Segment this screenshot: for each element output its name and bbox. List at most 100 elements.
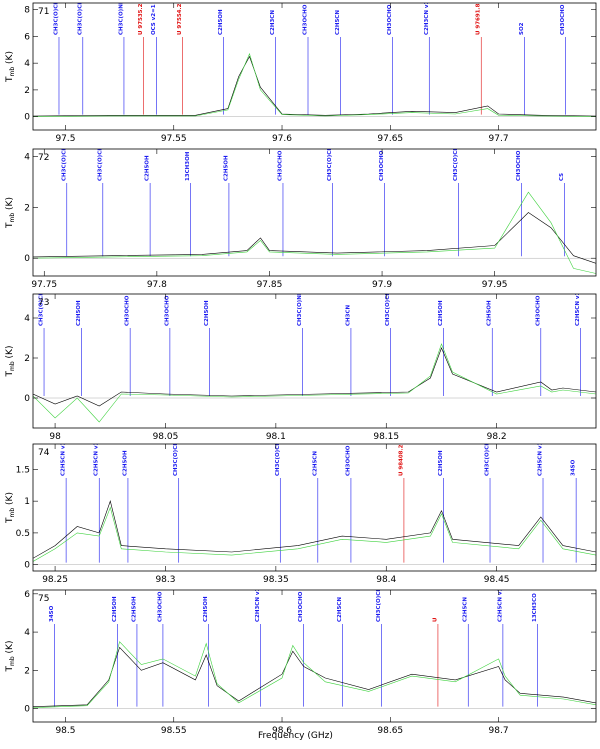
y-tick-label: 2	[24, 666, 30, 676]
line-markers: CH3C(O)CH3 C2H5OH CH3OCHO CH3OCHO C2H5OH CH3C…	[39, 287, 581, 396]
line-marker-label: CH3OCHO	[164, 295, 170, 326]
x-tick-label: 97.6	[272, 134, 292, 144]
y-tick-label: 0	[24, 561, 30, 571]
line-marker-label: C2H5CN	[337, 597, 343, 622]
x-tick-label: 98.3	[155, 575, 175, 585]
panel-74: C2H5CN v13=1 C2H5CN v13=1 C2H5OH CH3C(O)CH3…	[5, 429, 597, 585]
panel-71: CH3C(O)CH3 CH3C(O)CH3 CH3C(O)NH2 U 97535.27…	[5, 0, 597, 144]
x-tick-label: 98.7	[489, 726, 509, 736]
line-marker-label: CH3C(O)CH3	[485, 437, 491, 476]
line-marker-label: U 97554.28	[177, 0, 183, 35]
y-axis-label: Tmb (K)	[5, 492, 16, 524]
y-tick-label: 2	[24, 86, 30, 96]
line-marker-label: C2H5CN v13=1	[497, 575, 503, 622]
x-tick-label: 98	[49, 432, 61, 442]
model-spectrum	[33, 52, 596, 117]
line-marker-label: C2H5CN v13=1	[538, 429, 544, 476]
line-marker-label: U 98408.27	[398, 441, 404, 476]
x-tick-label: 98.25	[42, 575, 68, 585]
x-tick-label: 97.5	[55, 134, 75, 144]
line-marker-label: CH3OCHO	[560, 4, 566, 35]
panel-frame	[32, 589, 597, 723]
observed-spectrum	[33, 347, 596, 407]
line-marker-label: C2H5OH	[122, 450, 128, 476]
line-marker-label: C2H5OH	[112, 596, 118, 622]
observed-spectrum	[33, 212, 596, 264]
x-tick-label: 97.65	[377, 134, 403, 144]
panel-frame	[32, 148, 597, 277]
line-markers: CH3C(O)CH3 CH3C(O)CH3 C2H5OH 13CH3OH C2H5OH C…	[61, 142, 565, 257]
line-marker-label: C2H3CN v11=1	[255, 575, 261, 622]
panel-75: 34SO C2H5OH C2H5OH CH3OCHO C2H5OH C2H3CN v11=…	[5, 575, 597, 736]
line-marker-label: CH3C(O)CH3	[77, 0, 83, 35]
y-tick-label: 0	[24, 705, 30, 715]
line-marker-label: 34SO	[49, 605, 55, 622]
line-marker-label: C2H5OH	[223, 155, 229, 181]
x-tick-label: 97.8	[147, 280, 167, 290]
y-tick-label: 4	[24, 153, 30, 163]
y-tick-label: 0.5	[16, 529, 30, 539]
y-tick-label: 8	[24, 6, 30, 16]
line-marker-label: C2H5CN	[312, 451, 318, 476]
line-marker-label: CH3OCHO	[303, 4, 309, 35]
x-tick-label: 98.4	[376, 575, 396, 585]
line-marker-label: CH3C(O)NH2	[297, 287, 303, 326]
line-marker-label: 34SO	[571, 459, 577, 476]
line-marker-label: CH3OCHO	[379, 150, 385, 181]
line-marker-label: CH3C(O)CH3	[61, 142, 67, 181]
line-marker-label: CH3C(O)CH3	[385, 287, 391, 326]
x-tick-label: 97.75	[31, 280, 57, 290]
line-marker-label: CH3C(O)CH3	[39, 287, 45, 326]
x-axis-label: Frequency (GHz)	[258, 731, 333, 741]
y-tick-label: 4	[24, 314, 30, 324]
y-tick-label: 6	[24, 32, 30, 42]
y-tick-label: 0	[24, 394, 30, 404]
line-marker-label: CH3C(O)CH3	[97, 142, 103, 181]
x-tick-label: 98.65	[377, 726, 403, 736]
line-marker-label: CH3C(O)CH3	[453, 142, 459, 181]
line-marker-label: CH3C(O)CH3	[327, 142, 333, 181]
observed-spectrum	[33, 500, 596, 559]
line-marker-label: CH3OCHO	[277, 150, 283, 181]
x-tick-label: 98.35	[263, 575, 289, 585]
line-marker-label: C2H5OH	[131, 596, 137, 622]
line-markers: CH3C(O)CH3 CH3C(O)CH3 CH3C(O)NH2 U 97535.27…	[53, 0, 566, 115]
y-tick-label: 1	[24, 497, 30, 507]
line-marker-label: CH3C(O)CH3	[53, 0, 59, 35]
line-marker-label: C2H5OH	[487, 300, 493, 326]
panel-number: 75	[38, 594, 49, 604]
model-spectrum	[33, 191, 596, 274]
line-marker-label: C2H5OH	[203, 596, 209, 622]
x-tick-label: 97.55	[161, 134, 187, 144]
x-tick-label: 98.15	[373, 432, 399, 442]
panel-number: 72	[38, 153, 49, 163]
y-tick-label: 0	[24, 254, 30, 264]
line-marker-label: U	[432, 618, 438, 622]
line-marker-label: C2H5OH	[438, 450, 444, 476]
panel-frame	[32, 443, 597, 572]
line-markers: C2H5CN v13=1 C2H5CN v13=1 C2H5OH CH3C(O)CH3…	[61, 429, 577, 563]
panel-frame	[32, 293, 597, 429]
x-tick-label: 97.85	[257, 280, 283, 290]
line-marker-label: CS	[559, 173, 565, 181]
panel-number: 74	[38, 448, 50, 458]
line-marker-label: C2H5CN v13=1	[61, 429, 67, 476]
model-spectrum	[33, 506, 596, 562]
line-marker-label: U 97691.8	[476, 3, 482, 35]
line-marker-label: CH3OCHO	[298, 591, 304, 622]
model-spectrum	[33, 641, 596, 708]
x-tick-label: 98.05	[153, 432, 179, 442]
y-axis-label: Tmb (K)	[5, 346, 16, 378]
line-marker-label: CH3C(O)CH3	[275, 437, 281, 476]
line-marker-label: CH3OCHO	[387, 4, 393, 35]
y-tick-label: 6	[24, 590, 30, 600]
x-tick-label: 98.55	[161, 726, 187, 736]
line-marker-label: SO2	[519, 22, 525, 35]
line-marker-label: C2H5OH	[438, 300, 444, 326]
line-marker-label: C2H5CN	[463, 597, 469, 622]
x-tick-label: 98.45	[484, 575, 510, 585]
y-axis-label: Tmb (K)	[5, 197, 16, 229]
panel-73: CH3C(O)CH3 C2H5OH CH3OCHO CH3OCHO C2H5OH CH3C…	[5, 287, 597, 442]
